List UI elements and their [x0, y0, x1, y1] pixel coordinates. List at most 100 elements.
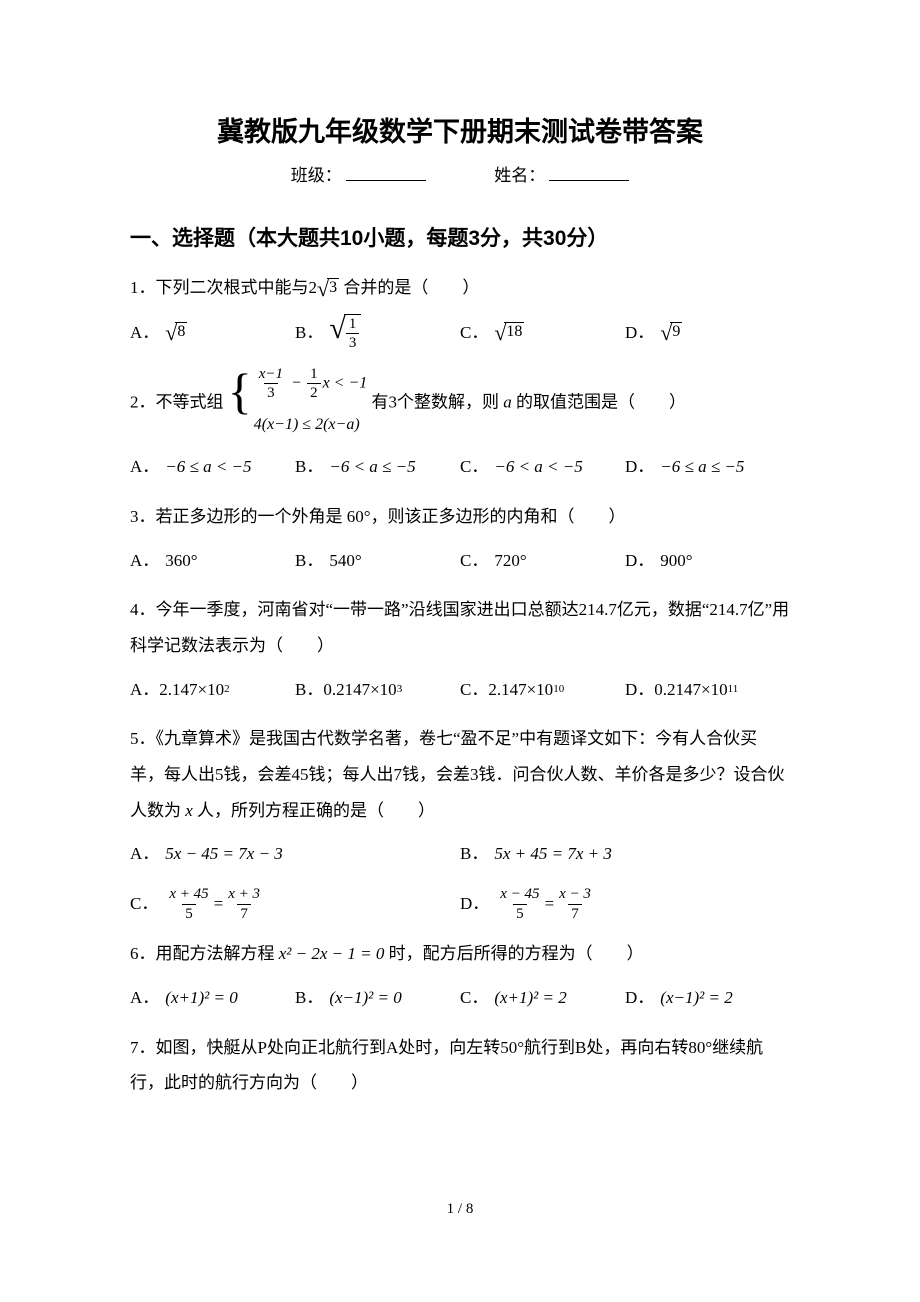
q1-sqrt-val: 3 [327, 278, 339, 296]
q1-pre: 1．下列二次根式中能与2 [130, 278, 317, 297]
q6-b-val: (x−1)² = 0 [329, 980, 401, 1016]
q5-d-d1: 5 [513, 904, 527, 923]
q1-b-frac: 13 [344, 314, 362, 352]
q5-d-d2: 7 [568, 904, 582, 923]
q6-a-val: (x+1)² = 0 [165, 980, 237, 1016]
q1-opt-b: B． √ 13 [295, 314, 460, 352]
opt-label: D． [625, 449, 654, 485]
q7-stem: 7．如图，快艇从P处向正北航行到A处时，向左转50°航行到B处，再向右转80°继… [130, 1030, 790, 1101]
q3-d-val: 900° [660, 543, 692, 579]
q1-opt-d: D． √9 [625, 314, 790, 352]
q3-opt-d: D．900° [625, 543, 790, 579]
page-footer: 1 / 8 [130, 1201, 790, 1218]
q1-options: A． √8 B． √ 13 C． √18 D． √9 [130, 314, 790, 352]
brace-icon: { [228, 366, 252, 442]
q3-a: 3．若正多边形的一个外角是 [130, 507, 347, 526]
opt-label: B． [295, 980, 323, 1016]
q2-line1: x−13 − 12x < −1 [254, 366, 368, 402]
opt-label: C． [130, 886, 158, 922]
q3-b-val: 540° [329, 543, 361, 579]
class-blank [346, 166, 426, 181]
q5-a-val: 5x − 45 = 7x − 3 [165, 836, 283, 872]
q5-x: x [185, 801, 193, 820]
doc-title: 冀教版九年级数学下册期末测试卷带答案 [130, 110, 790, 149]
q2-post-a: 有3个整数解，则 [372, 392, 504, 411]
q1-c-val: 18 [504, 322, 524, 340]
q4-c-sup: 10 [553, 678, 564, 701]
opt-label: B． [295, 543, 323, 579]
q2-options: A．−6 ≤ a < −5 B．−6 < a ≤ −5 C．−6 < a < −… [130, 449, 790, 485]
q2-opt-a: A．−6 ≤ a < −5 [130, 449, 295, 485]
q1-opt-c: C． √18 [460, 314, 625, 352]
q4-b-sup: 3 [397, 678, 403, 701]
q3-angle: 60° [347, 507, 371, 526]
q3-options: A．360° B．540° C．720° D．900° [130, 543, 790, 579]
q3-opt-b: B．540° [295, 543, 460, 579]
q4-options: A．2.147×102 B．0.2147×103 C．2.147×1010 D．… [130, 672, 790, 708]
opt-sqrt: √ 13 [329, 314, 361, 352]
sub-header: 班级： 姓名： [130, 161, 790, 186]
q2-c: −6 < a < −5 [494, 449, 582, 485]
opt-label: B． [460, 836, 488, 872]
q2-l1-n1: x−1 [256, 366, 286, 384]
q2-l1-mid: − [288, 374, 305, 391]
q5-opt-a: A．5x − 45 = 7x − 3 [130, 836, 460, 872]
q2-stem: 2．不等式组 { x−13 − 12x < −1 4(x−1) ≤ 2(x−a)… [130, 366, 790, 442]
q4-d-pre: D．0.2147×10 [625, 672, 728, 708]
q5-b-val: 5x + 45 = 7x + 3 [494, 836, 612, 872]
q6-b: 时，配方后所得的方程为（ ） [384, 944, 643, 963]
q5-options-row1: A．5x − 45 = 7x − 3 B．5x + 45 = 7x + 3 [130, 836, 790, 872]
q6-opt-b: B．(x−1)² = 0 [295, 980, 460, 1016]
q4-d-sup: 11 [728, 678, 739, 701]
eq-sign: = [545, 886, 555, 922]
q1-d-val: 9 [670, 322, 682, 340]
q6-stem: 6．用配方法解方程 x² − 2x − 1 = 0 时，配方后所得的方程为（ ） [130, 936, 790, 972]
class-label: 班级： [291, 166, 342, 185]
opt-label: A． [130, 449, 159, 485]
q5-opt-d: D． x − 455 = x − 37 [460, 886, 790, 922]
q5-c-n2: x + 3 [225, 886, 263, 904]
q5-c-d1: 5 [182, 904, 196, 923]
opt-label: D． [625, 543, 654, 579]
opt-label: C． [460, 449, 488, 485]
q2-var-a: a [503, 392, 512, 411]
q6-options: A．(x+1)² = 0 B．(x−1)² = 0 C．(x+1)² = 2 D… [130, 980, 790, 1016]
q3-b: ，则该正多边形的内角和（ ） [371, 507, 626, 526]
q4-opt-c: C．2.147×1010 [460, 672, 625, 708]
q1-b-den: 3 [346, 333, 360, 352]
opt-label: D． [625, 980, 654, 1016]
q2-b: −6 < a ≤ −5 [329, 449, 415, 485]
q6-d-val: (x−1)² = 2 [660, 980, 732, 1016]
q2-line2: 4(x−1) ≤ 2(x−a) [254, 408, 368, 442]
q3-stem: 3．若正多边形的一个外角是 60°，则该正多边形的内角和（ ） [130, 499, 790, 535]
brace-lines: x−13 − 12x < −1 4(x−1) ≤ 2(x−a) [254, 366, 368, 442]
opt-label: D． [625, 315, 654, 351]
opt-label: B． [295, 449, 323, 485]
q4-opt-d: D．0.2147×1011 [625, 672, 790, 708]
name-label: 姓名： [494, 166, 545, 185]
q2-a: −6 ≤ a < −5 [165, 449, 251, 485]
q6-eq: x² − 2x − 1 = 0 [279, 944, 385, 963]
q5-b: 人，所列方程正确的是（ ） [193, 801, 435, 820]
opt-sqrt: √9 [660, 322, 682, 344]
opt-label: D． [460, 886, 489, 922]
name-blank [549, 166, 629, 181]
q1-stem: 1．下列二次根式中能与2√3 合并的是（ ） [130, 270, 790, 306]
opt-label: A． [130, 836, 159, 872]
opt-label: A． [130, 980, 159, 1016]
q2-l1-d1: 3 [264, 383, 278, 402]
opt-label: C． [460, 543, 488, 579]
q1-post: 合并的是（ ） [339, 278, 479, 297]
q2-d: −6 ≤ a ≤ −5 [660, 449, 744, 485]
q3-a-val: 360° [165, 543, 197, 579]
q4-opt-b: B．0.2147×103 [295, 672, 460, 708]
q5-stem: 5．《九章算术》是我国古代数学名著，卷七“盈不足”中有题译文如下：今有人合伙买羊… [130, 721, 790, 828]
opt-sqrt: √18 [494, 322, 524, 344]
eq-sign: = [214, 886, 224, 922]
q1-opt-a: A． √8 [130, 314, 295, 352]
q5-opt-b: B．5x + 45 = 7x + 3 [460, 836, 790, 872]
q2-post-b: 的取值范围是（ ） [512, 392, 686, 411]
q2-system: { x−13 − 12x < −1 4(x−1) ≤ 2(x−a) [228, 366, 368, 442]
opt-label: A． [130, 543, 159, 579]
section-1-head: 一、选择题（本大题共10小题，每题3分，共30分） [130, 222, 790, 252]
